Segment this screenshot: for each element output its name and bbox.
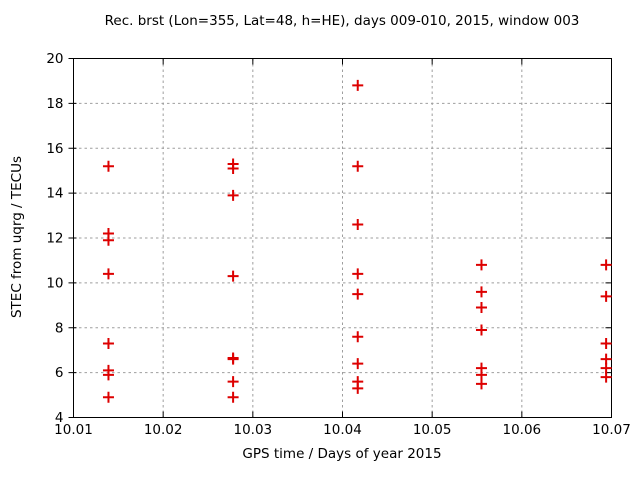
x-tick-label: 10.02	[144, 422, 183, 438]
y-tick-label: 4	[55, 410, 64, 426]
data-point-marker	[352, 358, 364, 370]
data-point-marker	[227, 270, 239, 282]
data-point-marker	[102, 160, 114, 172]
x-tick-label: 10.06	[503, 422, 542, 438]
data-point-marker	[475, 286, 487, 298]
data-point-marker	[600, 337, 612, 349]
data-point-marker	[475, 378, 487, 390]
data-point-marker	[102, 268, 114, 280]
data-point-marker	[352, 160, 364, 172]
data-point-marker	[475, 302, 487, 314]
y-tick-label: 18	[46, 96, 63, 112]
data-point-marker	[227, 376, 239, 388]
data-point-marker	[102, 337, 114, 349]
data-point-marker	[102, 369, 114, 381]
data-point-marker	[227, 391, 239, 403]
chart-title: Rec. brst (Lon=355, Lat=48, h=HE), days …	[104, 13, 580, 29]
y-tick-label: 20	[46, 51, 63, 67]
x-tick-label: 10.03	[234, 422, 273, 438]
y-tick-label: 6	[55, 365, 64, 381]
data-point-marker	[102, 234, 114, 246]
x-axis-label: GPS time / Days of year 2015	[242, 446, 442, 462]
data-point-marker	[475, 324, 487, 336]
data-point-marker	[102, 391, 114, 403]
y-tick-label: 10	[46, 275, 63, 291]
data-point-marker	[600, 259, 612, 271]
y-tick-label: 14	[46, 186, 63, 202]
data-point-marker	[352, 219, 364, 231]
data-point-marker	[227, 353, 239, 365]
data-point-marker	[352, 268, 364, 280]
y-tick-label: 12	[46, 231, 63, 247]
data-point-marker	[227, 189, 239, 201]
y-tick-label: 16	[46, 141, 63, 157]
y-tick-label: 8	[55, 320, 64, 336]
data-point-marker	[475, 259, 487, 271]
x-tick-label: 10.04	[323, 422, 362, 438]
data-point-marker	[600, 371, 612, 383]
data-point-marker	[352, 79, 364, 91]
x-tick-label: 10.07	[592, 422, 631, 438]
data-point-marker	[600, 290, 612, 302]
x-tick-label: 10.05	[413, 422, 452, 438]
data-point-marker	[352, 382, 364, 394]
data-point-marker	[227, 162, 239, 174]
data-point-marker	[352, 288, 364, 300]
x-tick-label: 10.01	[54, 422, 93, 438]
plot-border	[73, 58, 612, 418]
data-point-marker	[352, 331, 364, 343]
